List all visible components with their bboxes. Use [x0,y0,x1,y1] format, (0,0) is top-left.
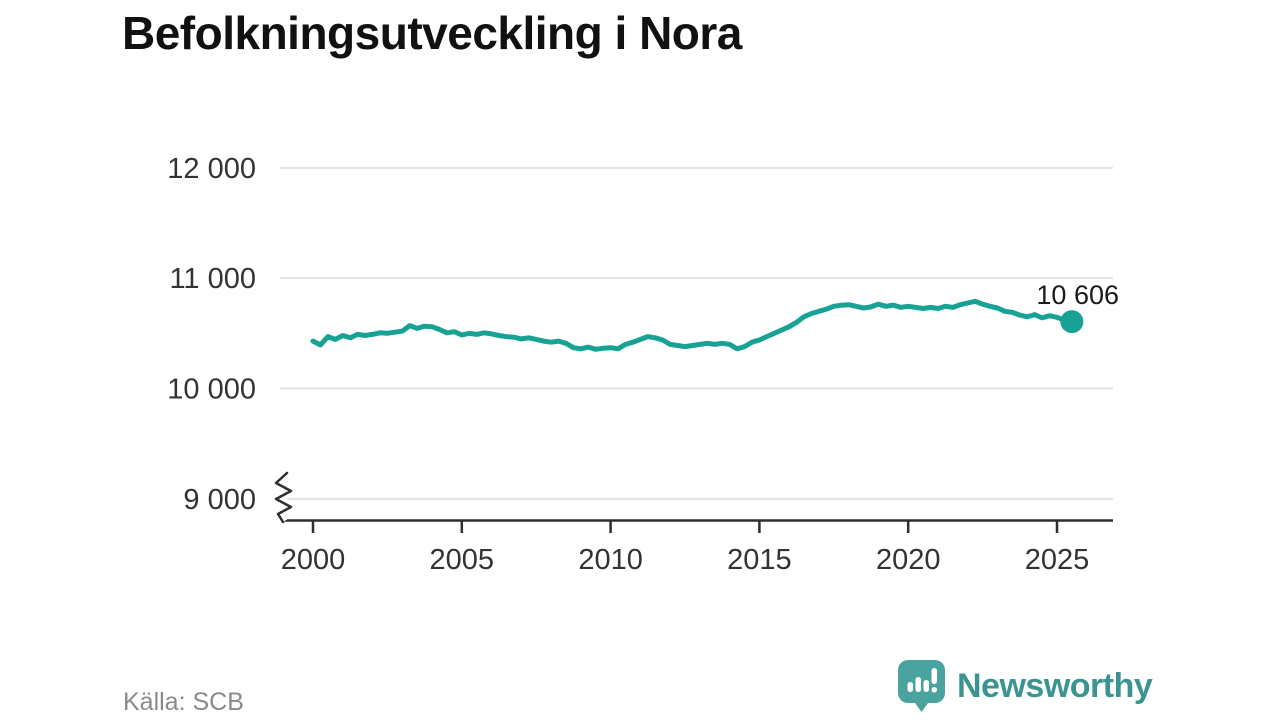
exclamation-bar [931,668,937,684]
x-tick-label-2010: 2010 [578,544,643,576]
newsworthy-logo-text: Newsworthy [957,666,1153,705]
x-tick-label-2015: 2015 [727,544,792,576]
x-tick-label-2020: 2020 [876,544,941,576]
x-ticks [311,520,1059,533]
x-tick-label-2005: 2005 [430,544,495,576]
bar-2 [915,677,921,692]
x-tick-label-2025: 2025 [1025,544,1090,576]
y-tick-labels: 9 000 10 000 11 000 12 000 [167,153,256,516]
end-point [1060,310,1084,334]
y-tick-label-10000: 10 000 [167,374,256,406]
end-point-value: 10 606 [1036,280,1119,310]
x-tick-label-2000: 2000 [281,544,346,576]
newsworthy-logo: Newsworthy [898,660,1153,712]
page-title: Befolkningsutveckling i Nora [122,7,742,59]
y-gridlines [280,166,1113,500]
x-axis [265,469,1113,533]
series-line [310,298,1075,352]
source-note: Källa: SCB [123,688,244,716]
y-tick-label-11000: 11 000 [169,263,256,295]
x-tick-labels: 2000 2005 2010 2015 2020 2025 [281,544,1090,576]
axis-break-icon [274,471,293,524]
end-point-dot [1060,310,1084,334]
end-value-label: 10 606 [1036,280,1119,310]
bar-3 [923,680,929,692]
bar-1 [907,682,913,692]
newsworthy-logo-icon [898,660,945,712]
y-tick-label-9000: 9 000 [183,484,256,516]
y-tick-label-12000: 12 000 [167,153,256,185]
population-line [310,298,1075,352]
exclamation-dot [931,687,937,693]
speech-bubble-shape [898,660,945,712]
